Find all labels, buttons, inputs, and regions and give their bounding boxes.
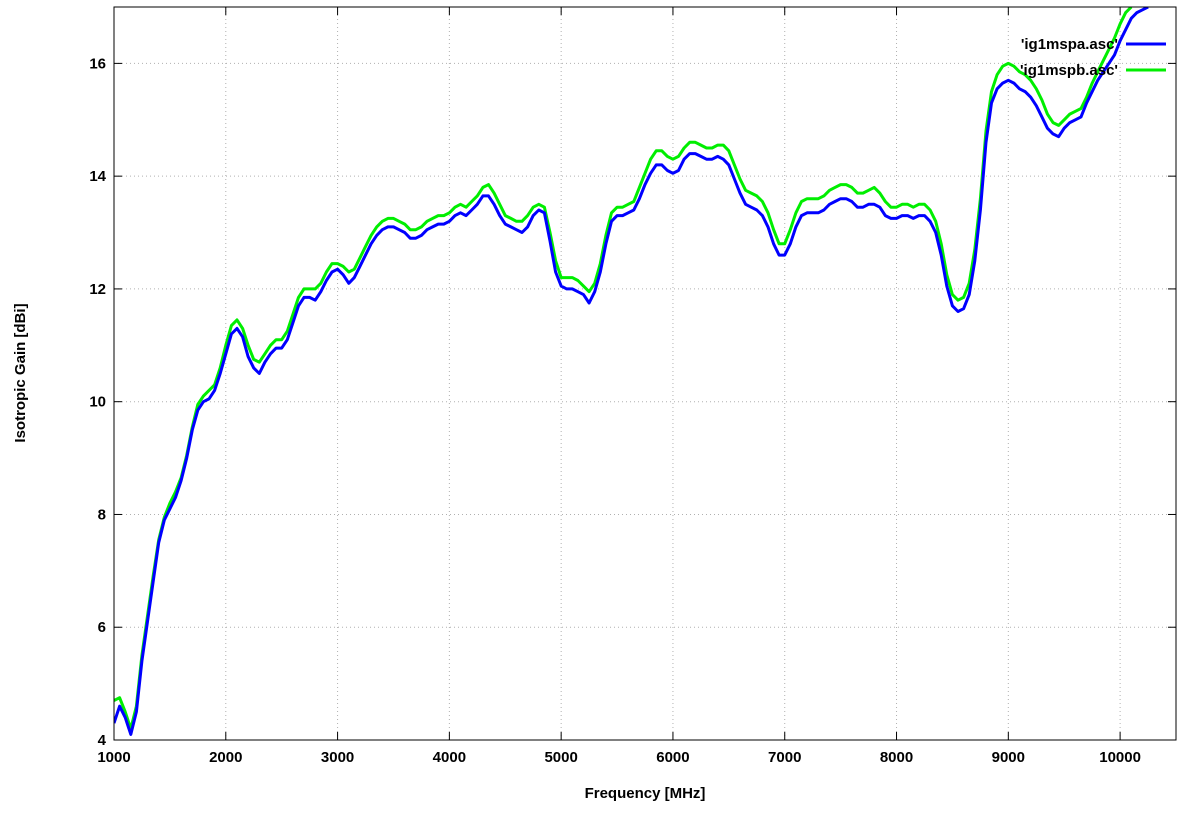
grid	[114, 7, 1176, 740]
y-tick-label: 16	[89, 55, 106, 72]
plot-frame	[113, 6, 1177, 741]
y-tick-label: 10	[89, 394, 106, 411]
x-tick-label: 10000	[1099, 749, 1141, 766]
y-tick-label: 12	[89, 281, 106, 298]
x-axis-label: Frequency [MHz]	[585, 785, 706, 802]
series-group	[114, 7, 1149, 736]
x-tick-label: 8000	[880, 749, 913, 766]
legend-label: 'ig1mspb.asc'	[1020, 62, 1118, 79]
y-axis-label: Isotropic Gain [dBi]	[12, 303, 29, 442]
x-tick-label: 3000	[321, 749, 354, 766]
x-tick-label: 9000	[992, 749, 1025, 766]
series-line	[114, 7, 1149, 736]
y-tick-label: 6	[98, 619, 106, 636]
x-tick-label: 1000	[97, 749, 130, 766]
legend: 'ig1mspa.asc' 'ig1mspb.asc'	[1020, 36, 1166, 79]
ticks: 1000 2000 3000 4000 5000 6000 7000 8000 9000 1000…	[89, 7, 1176, 766]
x-tick-label: 6000	[656, 749, 689, 766]
x-tick-label: 4000	[433, 749, 466, 766]
x-tick-label: 2000	[209, 749, 242, 766]
series-line	[114, 7, 1133, 731]
legend-label: 'ig1mspa.asc'	[1021, 36, 1118, 53]
y-tick-label: 14	[89, 168, 106, 185]
y-tick-label: 4	[98, 732, 107, 749]
x-tick-label: 7000	[768, 749, 801, 766]
y-tick-label: 8	[98, 506, 106, 523]
x-tick-label: 5000	[544, 749, 577, 766]
